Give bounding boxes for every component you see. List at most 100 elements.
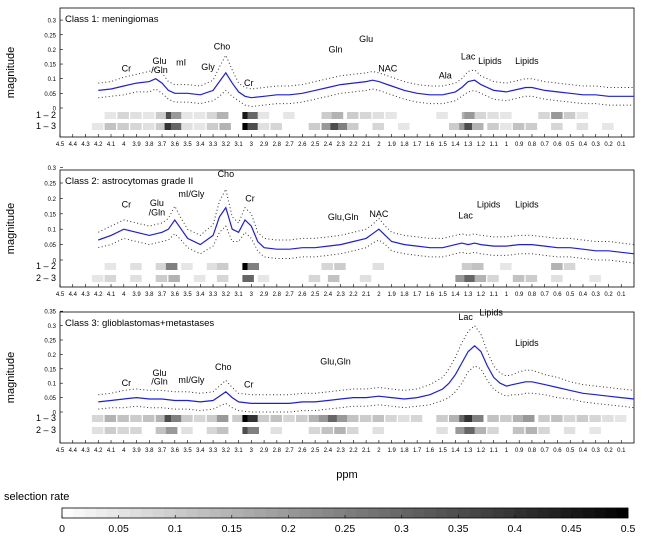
colorbar-cell xyxy=(62,508,74,518)
x-tick-label: 2.8 xyxy=(273,448,282,454)
heat-cell xyxy=(576,415,589,422)
heat-cell xyxy=(472,415,484,422)
peak-label: Cr xyxy=(122,200,132,210)
peak-label: Lipids xyxy=(477,200,501,210)
heat-cell xyxy=(130,263,142,270)
heat-cell xyxy=(563,427,576,434)
heat-cell xyxy=(461,263,474,270)
y-axis-label: magnitude xyxy=(5,203,17,254)
heat-cell xyxy=(512,427,525,434)
colorbar-cell xyxy=(311,508,323,518)
x-tick-label: 1.5 xyxy=(438,142,447,148)
heat-cell xyxy=(474,112,487,119)
x-tick-label: 3.3 xyxy=(209,292,218,298)
heat-cell xyxy=(142,415,155,422)
colorbar-cell xyxy=(186,508,199,518)
heat-cell xyxy=(500,112,512,119)
heat-cell xyxy=(385,112,397,119)
heat-cell xyxy=(193,123,206,130)
peak-label: Cr xyxy=(244,78,254,88)
x-tick-label: 3.1 xyxy=(234,142,243,148)
x-tick-label: 2.1 xyxy=(362,292,371,298)
colorbar-cell xyxy=(277,508,289,518)
heat-cell xyxy=(193,112,206,119)
x-tick-label: 3.9 xyxy=(132,292,141,298)
heat-row-label: 1 – 3 xyxy=(36,413,56,423)
x-tick-label: 0.9 xyxy=(515,292,524,298)
x-tick-label: 1.3 xyxy=(464,142,473,148)
heat-cell xyxy=(359,275,372,282)
colorbar-cell xyxy=(537,508,550,518)
colorbar-cell xyxy=(514,508,527,518)
x-tick-label: 0.9 xyxy=(515,142,524,148)
colorbar-cell xyxy=(594,508,606,518)
heat-cell xyxy=(576,123,589,130)
heat-cell xyxy=(318,415,331,422)
heat-cell xyxy=(563,263,576,270)
colorbar-cell xyxy=(356,508,368,518)
plot-frame xyxy=(59,311,635,444)
colorbar-cell xyxy=(129,508,142,518)
colorbar-cell xyxy=(345,508,357,518)
heat-cell xyxy=(242,275,254,282)
heat-cell xyxy=(500,415,512,422)
peak-label: Lipids xyxy=(515,56,539,66)
heat-cell xyxy=(525,275,538,282)
x-tick-label: 0.2 xyxy=(604,292,613,298)
x-tick-label: 0.7 xyxy=(541,292,550,298)
colorbar-tick-label: 0.25 xyxy=(335,523,356,535)
x-tick-label: 1.6 xyxy=(426,448,435,454)
heat-cell xyxy=(474,427,487,434)
heat-cell xyxy=(283,112,295,119)
x-tick-label: 1.7 xyxy=(413,142,422,148)
colorbar-tick-label: 0.3 xyxy=(394,523,409,535)
mean-line xyxy=(98,71,634,99)
x-tick-label: 1.4 xyxy=(451,448,460,454)
heat-cell xyxy=(464,123,476,130)
heat-cell xyxy=(576,112,589,119)
heat-cell xyxy=(91,427,104,434)
colorbar-cell xyxy=(84,508,97,518)
x-tick-label: 2 xyxy=(377,448,381,454)
heat-cell xyxy=(206,415,219,422)
x-tick-label: 1.4 xyxy=(451,292,460,298)
y-tick-label: 0.3 xyxy=(48,19,57,25)
x-tick-label: 1.9 xyxy=(387,292,396,298)
colorbar-cell xyxy=(141,508,153,518)
heat-cell xyxy=(104,415,117,422)
heat-cell xyxy=(347,123,359,130)
heat-cell xyxy=(283,415,295,422)
heat-cell xyxy=(155,112,168,119)
colorbar-cell xyxy=(446,508,459,518)
colorbar-cell xyxy=(526,508,538,518)
heat-cell xyxy=(257,275,270,282)
x-tick-label: 0.7 xyxy=(541,448,550,454)
heat-cell xyxy=(181,112,193,119)
colorbar-cell xyxy=(458,508,470,518)
heat-cell xyxy=(155,263,168,270)
peak-label: Glu xyxy=(150,198,164,208)
heat-cell xyxy=(359,112,372,119)
heat-cell xyxy=(104,263,117,270)
x-tick-label: 0.8 xyxy=(528,292,537,298)
x-tick-label: 1 xyxy=(505,448,509,454)
heat-cell xyxy=(308,427,321,434)
heat-cell xyxy=(525,427,538,434)
plot-frame xyxy=(59,169,635,288)
x-tick-label: 0.6 xyxy=(553,448,562,454)
heat-cell xyxy=(206,263,219,270)
y-tick-label: 0.1 xyxy=(48,77,57,83)
heat-cell xyxy=(474,275,487,282)
x-tick-label: 0.2 xyxy=(604,142,613,148)
x-tick-label: 2.4 xyxy=(324,142,333,148)
y-tick-label: 0.15 xyxy=(44,212,56,218)
heat-cell xyxy=(181,263,193,270)
x-tick-label: 2.6 xyxy=(298,448,307,454)
colorbar-label: selection rate xyxy=(4,491,69,503)
heat-cell xyxy=(538,427,550,434)
heat-cell xyxy=(181,427,193,434)
peak-label: Lac xyxy=(458,312,473,322)
x-tick-label: 1.5 xyxy=(438,292,447,298)
colorbar-cell xyxy=(469,508,482,518)
x-tick-label: 2.3 xyxy=(336,142,345,148)
